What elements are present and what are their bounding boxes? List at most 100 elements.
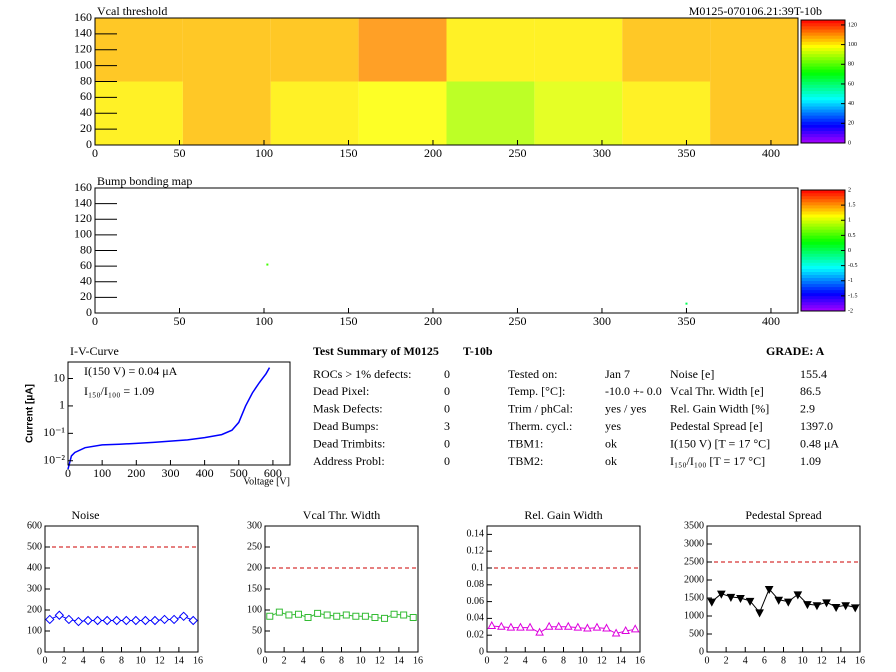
colorbar-step (801, 87, 845, 92)
colorbar-step (801, 307, 845, 312)
y-tick-label: 0.06 (467, 596, 485, 607)
marker (140, 615, 151, 626)
colorbar-step (801, 283, 845, 288)
marker (812, 602, 822, 611)
x-tick-label: 14 (174, 655, 184, 666)
x-tick-label: 10 (798, 655, 808, 666)
summary-label: TBM2: (508, 454, 543, 468)
marker (764, 586, 774, 595)
z-tick-label: 0 (848, 140, 851, 146)
y-tick-label: 100 (27, 625, 42, 636)
marker (745, 597, 755, 606)
x-tick-label: 14 (836, 655, 846, 666)
colorbar-step (801, 20, 845, 24)
marker (45, 614, 55, 625)
summary-value: 0 (444, 367, 450, 381)
chart-title: I-V-Curve (70, 344, 119, 358)
summary-label: TBM1: (508, 436, 543, 450)
y-tick-label: 150 (247, 583, 262, 594)
colorbar-step (801, 232, 845, 236)
x-tick-label: 10 (136, 655, 146, 666)
x-tick-label: 600 (264, 466, 282, 480)
x-tick-label: 14 (616, 655, 626, 666)
colorbar-step (801, 250, 845, 254)
x-tick-label: 16 (413, 655, 423, 666)
colorbar-step (801, 256, 845, 260)
z-tick-label: 0.5 (848, 233, 856, 239)
series-line (711, 588, 856, 614)
colorbar-step (801, 109, 845, 113)
heatmap-cell (710, 81, 798, 145)
x-tick-label: 14 (394, 655, 404, 666)
colorbar-step (801, 53, 845, 58)
colorbar-step (801, 196, 845, 200)
x-tick-label: 300 (593, 146, 611, 160)
x-tick-label: 6 (100, 655, 105, 666)
x-tick-label: 16 (855, 655, 865, 666)
summary-value: ok (605, 454, 617, 468)
marker (159, 614, 170, 625)
marker (774, 596, 784, 605)
plot-frame (264, 525, 419, 653)
marker (822, 599, 831, 608)
y-tick-label: 160 (74, 10, 92, 24)
summary-value: 1.09 (800, 454, 821, 468)
colorbar-step (801, 295, 845, 300)
y-tick-label: 80 (80, 73, 92, 87)
summary-value: 0 (444, 402, 450, 416)
colorbar-step (801, 56, 845, 61)
z-tick-label: -1 (848, 278, 853, 284)
x-tick-label: 150 (339, 146, 357, 160)
summary-label: Dead Pixel: (313, 384, 369, 398)
colorbar-step (801, 304, 845, 309)
y-tick-label: 20 (80, 121, 92, 135)
colorbar-step (801, 63, 845, 67)
summary-label: Mask Defects: (313, 402, 383, 416)
colorbar-step (801, 136, 845, 141)
heatmap-cell (358, 81, 447, 145)
colorbar-step (801, 292, 845, 297)
summary-value: 155.4 (800, 367, 827, 381)
x-tick-label: 12 (597, 655, 607, 666)
y-tick-label: 1500 (684, 592, 704, 603)
summary-value: yes (605, 419, 621, 433)
summary-value: 0 (444, 436, 450, 450)
marker (112, 615, 122, 626)
x-tick-label: 2 (504, 655, 509, 666)
summary-value: Jan 7 (605, 367, 630, 381)
x-tick-label: 4 (301, 655, 306, 666)
marker (707, 598, 717, 607)
colorbar-step (801, 50, 845, 55)
y-tick-label: 140 (74, 195, 92, 209)
x-tick-label: 2 (724, 655, 729, 666)
x-tick-label: 350 (677, 314, 695, 328)
heatmap-cell (446, 18, 535, 82)
x-tick-label: 8 (781, 655, 786, 666)
y-tick-label: 2500 (684, 556, 704, 567)
summary-label: Trim / phCal: (508, 402, 573, 416)
colorbar-step (801, 259, 845, 263)
y-tick-label: 0 (37, 646, 42, 657)
marker (285, 611, 293, 619)
x-tick-label: 10 (578, 655, 588, 666)
chart-title: Vcal threshold (97, 4, 167, 18)
marker (544, 621, 554, 630)
y-tick-label: 0.14 (467, 529, 485, 540)
y-tick-label: 600 (27, 520, 42, 531)
y-tick-label: 1 (59, 398, 65, 412)
y-tick-label: 400 (27, 562, 42, 573)
summary-label: Noise [e] (670, 367, 714, 381)
z-tick-label: -0.5 (848, 263, 858, 269)
colorbar-step (801, 268, 845, 272)
x-tick-label: 200 (127, 466, 145, 480)
marker (506, 622, 516, 631)
y-tick-label: 3500 (684, 520, 704, 531)
summary-title: Test Summary of M0125 (313, 344, 439, 358)
y-tick-label: 60 (80, 89, 92, 103)
y-tick-label: 40 (80, 274, 92, 288)
marker (150, 615, 160, 626)
y-tick-label: 0 (479, 646, 484, 657)
summary-value: ok (605, 436, 617, 450)
heatmap-cell (534, 18, 623, 82)
z-tick-label: 80 (848, 62, 854, 68)
